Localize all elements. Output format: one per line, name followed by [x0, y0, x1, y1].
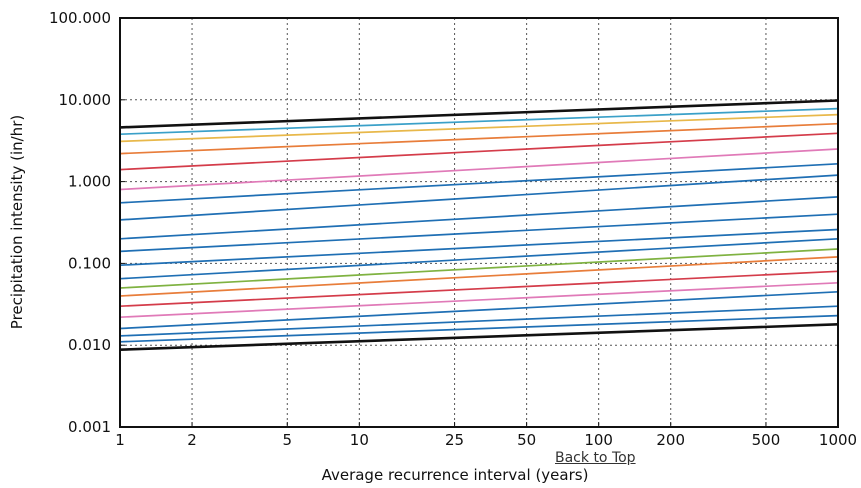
- series-line-16: [119, 281, 839, 319]
- x-tick-label: 25: [445, 431, 464, 449]
- x-tick-label: 10: [350, 431, 369, 449]
- series-line-18: [119, 305, 839, 337]
- x-tick-label: 200: [656, 431, 685, 449]
- x-tick-label: 5: [283, 431, 293, 449]
- x-tick-label: 1000: [819, 431, 857, 449]
- y-tick-label: 0.010: [68, 336, 111, 354]
- series-line-13: [119, 248, 839, 289]
- plot-frame: [119, 17, 839, 428]
- series-line-3: [119, 113, 839, 143]
- y-tick-label: 10.000: [59, 91, 112, 109]
- ticks: 1 2 5 10 25 50 100 200 500 10000.0010.0100.1001.0…: [49, 9, 857, 449]
- series-line-15: [119, 270, 839, 308]
- series-line-10: [119, 213, 839, 253]
- series-line-2: [119, 107, 839, 136]
- series-line-14: [119, 256, 839, 297]
- x-tick-label: 500: [752, 431, 781, 449]
- x-tick-label: 2: [187, 431, 197, 449]
- y-axis-title: Precipitation intensity (in/hr): [8, 115, 26, 329]
- series-line-19: [119, 314, 839, 343]
- series-line-17: [119, 290, 839, 330]
- x-tick-label: 50: [517, 431, 536, 449]
- series-line-5: [119, 132, 839, 171]
- back-to-top-link[interactable]: Back to Top: [555, 450, 636, 466]
- series-group: [119, 99, 839, 351]
- gridlines: [120, 18, 838, 427]
- series-line-20: [119, 323, 839, 351]
- series-line-1: [119, 99, 839, 129]
- series-line-6: [119, 148, 839, 191]
- series-line-9: [119, 196, 839, 240]
- y-tick-label: 100.000: [49, 9, 111, 27]
- series-line-11: [119, 228, 839, 267]
- series-line-4: [119, 122, 839, 155]
- y-tick-label: 1.000: [68, 173, 111, 191]
- x-tick-label: 100: [584, 431, 613, 449]
- series-line-8: [119, 174, 839, 221]
- x-tick-label: 1: [115, 431, 125, 449]
- y-tick-label: 0.100: [68, 254, 111, 272]
- x-axis-title: Average recurrence interval (years): [322, 466, 589, 484]
- y-tick-label: 0.001: [68, 418, 111, 436]
- series-line-7: [119, 162, 839, 204]
- series-line-12: [119, 237, 839, 280]
